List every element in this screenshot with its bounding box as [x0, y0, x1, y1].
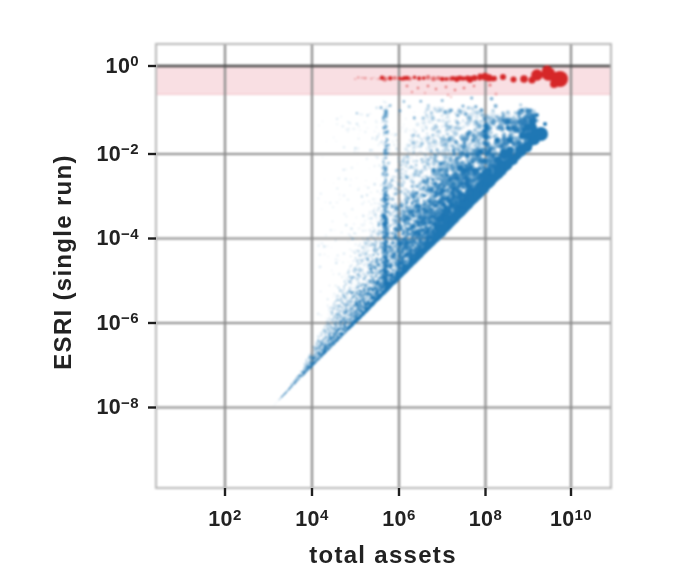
svg-text:108: 108: [469, 506, 502, 531]
svg-text:100: 100: [106, 52, 139, 77]
svg-text:104: 104: [295, 506, 329, 531]
svg-text:total assets: total assets: [309, 541, 457, 568]
svg-text:1010: 1010: [550, 506, 592, 531]
svg-text:ESRI (single run): ESRI (single run): [49, 154, 76, 369]
svg-text:106: 106: [382, 506, 415, 531]
svg-text:10−2: 10−2: [96, 140, 139, 165]
svg-text:10−4: 10−4: [96, 225, 139, 250]
svg-text:102: 102: [208, 506, 241, 531]
svg-text:10−8: 10−8: [96, 394, 139, 419]
svg-text:10−6: 10−6: [96, 309, 139, 334]
